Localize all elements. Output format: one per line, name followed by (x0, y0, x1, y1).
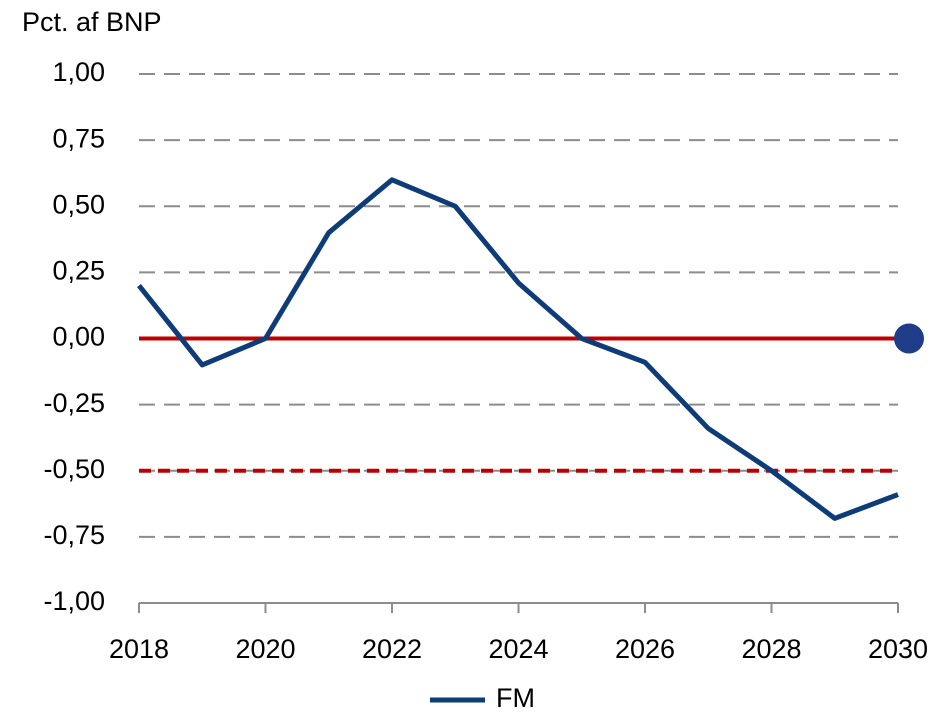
y-tick-label: 0,00 (52, 322, 105, 352)
data-line (137, 177, 899, 521)
y-tick-label: -0,75 (43, 520, 105, 550)
y-tick-label: -0,25 (43, 388, 105, 418)
legend-label: FM (496, 683, 535, 713)
x-tick-label: 2028 (741, 634, 801, 664)
y-tick-label: 1,00 (52, 57, 105, 87)
marker-dot (894, 323, 924, 354)
y-tick-label: 0,75 (52, 123, 105, 153)
y-tick-label: 0,50 (52, 189, 105, 219)
x-tick-label: 2024 (488, 634, 548, 664)
x-tick-label: 2020 (235, 634, 295, 664)
y-tick-label: -1,00 (43, 586, 105, 616)
y-axis-label: Pct. af BNP (22, 7, 162, 37)
x-tick-label: 2030 (868, 634, 928, 664)
x-tick-label: 2018 (109, 634, 169, 664)
x-tick-label: 2026 (615, 634, 675, 664)
y-tick-label: 0,25 (52, 256, 105, 286)
y-tick-label: -0,50 (43, 454, 105, 484)
x-tick-label: 2022 (362, 634, 422, 664)
